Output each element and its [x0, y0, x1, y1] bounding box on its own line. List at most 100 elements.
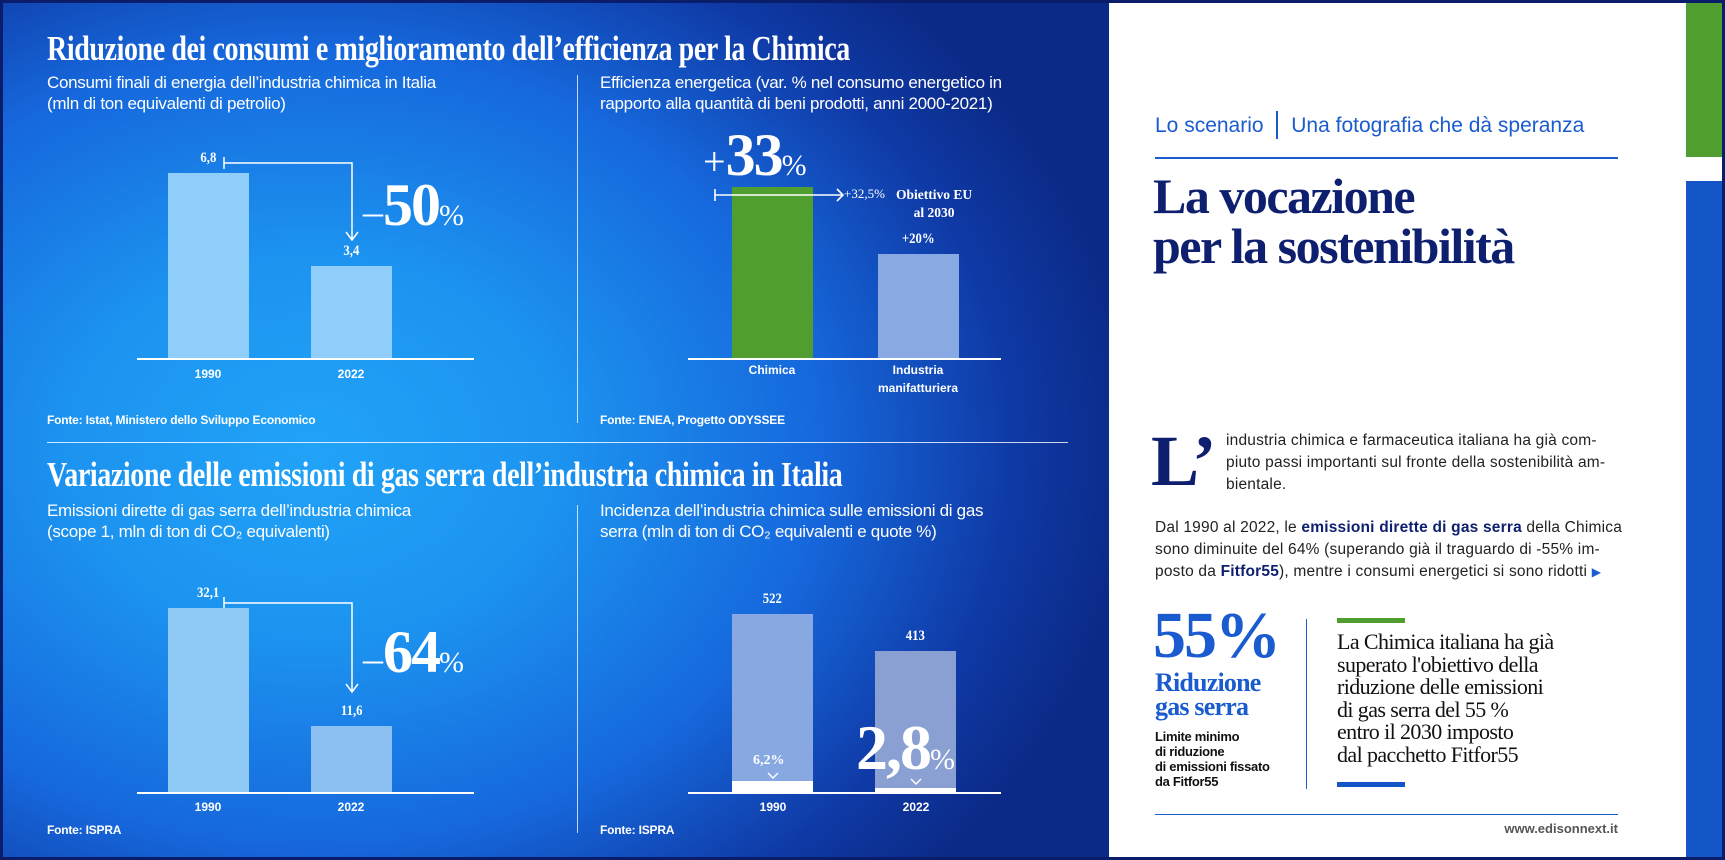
article-panel: Lo scenario Una fotografia che dà speran… [1109, 3, 1722, 857]
subtitle-line: rapporto alla quantità di beni prodotti,… [600, 94, 993, 113]
target-label: Obiettivo EU al 2030 [896, 186, 972, 222]
bar [878, 254, 959, 358]
x-label: 2022 [337, 800, 365, 814]
subtitle-line: Incidenza dell’industria chimica sulle e… [600, 501, 984, 520]
quote-line: entro il 2030 imposto [1337, 719, 1514, 744]
bar [168, 608, 249, 792]
column-divider [577, 75, 578, 423]
change-value: 50 [383, 172, 441, 238]
quote-line: superato l'obiettivo della [1337, 651, 1539, 677]
chart4-share-highlight: 2,8% [856, 711, 955, 785]
stat-title-line: gas serra [1155, 692, 1249, 721]
chart2-source: Fonte: ENEA, Progetto ODYSSEE [600, 413, 785, 427]
share-segment [875, 788, 956, 792]
chart3-subtitle: Emissioni dirette di gas serra dell’indu… [47, 500, 411, 542]
change-sign: – [363, 189, 383, 234]
highlight-value: 33 [725, 122, 784, 188]
chart4-bar-2022: 413 [875, 628, 956, 792]
headline-line: La vocazione [1153, 168, 1416, 224]
x-label: 1990 [194, 800, 222, 814]
headline: La vocazione per la sostenibilità [1153, 168, 1515, 274]
target-label-line: al 2030 [913, 205, 955, 220]
kicker-section: Lo scenario [1155, 114, 1264, 137]
bold-text: emissioni dirette di gas serra [1301, 519, 1522, 536]
footer-rule [1155, 814, 1618, 815]
highlight-sign: + [703, 139, 726, 184]
x-label: 1990 [759, 800, 787, 814]
paragraph-line: bientale. [1226, 476, 1287, 493]
infographic-panel: Riduzione dei consumi e miglioramento de… [3, 3, 1109, 857]
stat-desc-line: di riduzione [1155, 744, 1225, 759]
chevron-down-icon [767, 772, 779, 779]
bar-value-label: 413 [905, 628, 926, 645]
quote-line: La Chimica italiana ha già [1337, 629, 1554, 654]
x-label: 2022 [337, 367, 365, 381]
target-value: +32,5% [844, 186, 885, 201]
green-accent-strip [1686, 3, 1722, 157]
chart2-baseline [688, 358, 1001, 360]
share-segment [732, 780, 813, 792]
share-unit: % [930, 743, 955, 776]
subtitle-line: serra (mln di ton di CO₂ equivalenti e q… [600, 522, 937, 541]
chart3-bar-1990: 32,1 [168, 585, 249, 792]
headline-line: per la sostenibilità [1153, 218, 1515, 274]
text: Dal 1990 al 2022, le [1155, 519, 1302, 536]
quote-text: La Chimica italiana ha già superato l'ob… [1337, 629, 1554, 766]
bold-text: Fitfor55 [1220, 563, 1280, 580]
chart1-arrow-icon [223, 157, 359, 694]
bar [732, 614, 813, 792]
quote-top-bar [1337, 618, 1405, 623]
chart1-source: Fonte: Istat, Ministero dello Sviluppo E… [47, 413, 316, 427]
chart2-bar-chimica [732, 187, 813, 358]
change-sign: – [363, 636, 383, 681]
subtitle-line: Consumi finali di energia dell’industria… [47, 73, 436, 92]
stat-desc-line: di emissioni fissato [1155, 759, 1270, 774]
column-divider [577, 505, 578, 833]
paragraph-line: piuto passi importanti sul fronte della … [1226, 454, 1606, 471]
chart1-bar-1990: 6,8 [168, 150, 249, 358]
change-value: 64 [383, 619, 441, 685]
stat-description: Limite minimo di riduzione di emissioni … [1155, 729, 1270, 789]
paragraph-line: industria chimica e farmaceutica italian… [1226, 432, 1597, 449]
chart4-subtitle: Incidenza dell’industria chimica sulle e… [600, 500, 984, 542]
bar [732, 187, 813, 358]
body-paragraph: Dal 1990 al 2022, le emissioni dirette d… [1155, 517, 1622, 583]
paragraph-line: sono diminuite del 64% (superando già il… [1155, 541, 1600, 558]
text: ), mentre i consumi energetici si sono r… [1279, 563, 1588, 580]
chart2-subtitle: Efficienza energetica (var. % nel consum… [600, 72, 1002, 114]
target-arrow-icon [714, 188, 845, 202]
chart1-baseline [137, 358, 474, 360]
chart4-baseline [688, 792, 1001, 794]
subtitle-line: (scope 1, mln di ton di CO₂ equivalenti) [47, 522, 330, 541]
bar-value-label: 11,6 [340, 702, 363, 719]
stat-title-line: Riduzione [1155, 668, 1261, 697]
stat-divider [1306, 619, 1307, 789]
share-value: 2,8 [856, 712, 932, 783]
bar-value-label: 3,4 [343, 242, 360, 259]
continue-arrow-icon: ▶ [1591, 565, 1602, 579]
quote-line: riduzione delle emissioni [1337, 674, 1544, 699]
section-divider [47, 442, 1068, 443]
text: della Chimica [1521, 519, 1623, 536]
stat-value: 55% [1153, 599, 1281, 672]
chart4-bar-1990: 522 [732, 591, 813, 792]
subtitle-line: Efficienza energetica (var. % nel consum… [600, 73, 1002, 92]
quote-line: di gas serra del 55 % [1337, 696, 1509, 722]
bar-value-label: 6,8 [200, 150, 217, 166]
chart3-bar-2022: 11,6 [311, 703, 392, 792]
chart1-subtitle: Consumi finali di energia dell’industria… [47, 72, 436, 114]
chart3-baseline [137, 792, 474, 794]
intro-paragraph: industria chimica e farmaceutica italian… [1226, 430, 1605, 496]
bar-value-label: 32,1 [197, 585, 220, 601]
bar-value-label: 522 [762, 591, 783, 607]
target-label-line: Obiettivo EU [896, 187, 973, 202]
stat-title: Riduzione gas serra [1155, 668, 1261, 721]
change-unit: % [439, 199, 464, 232]
bar [168, 173, 249, 358]
website-link[interactable]: www.edisonnext.it [1504, 821, 1618, 836]
chart2-bar-industria: +20% [878, 231, 959, 358]
subtitle-line: (mln di ton equivalenti di petrolio) [47, 94, 286, 113]
bar-value-label: +20% [902, 231, 935, 248]
bar [311, 265, 392, 358]
x-label-line: Industria [892, 363, 944, 377]
